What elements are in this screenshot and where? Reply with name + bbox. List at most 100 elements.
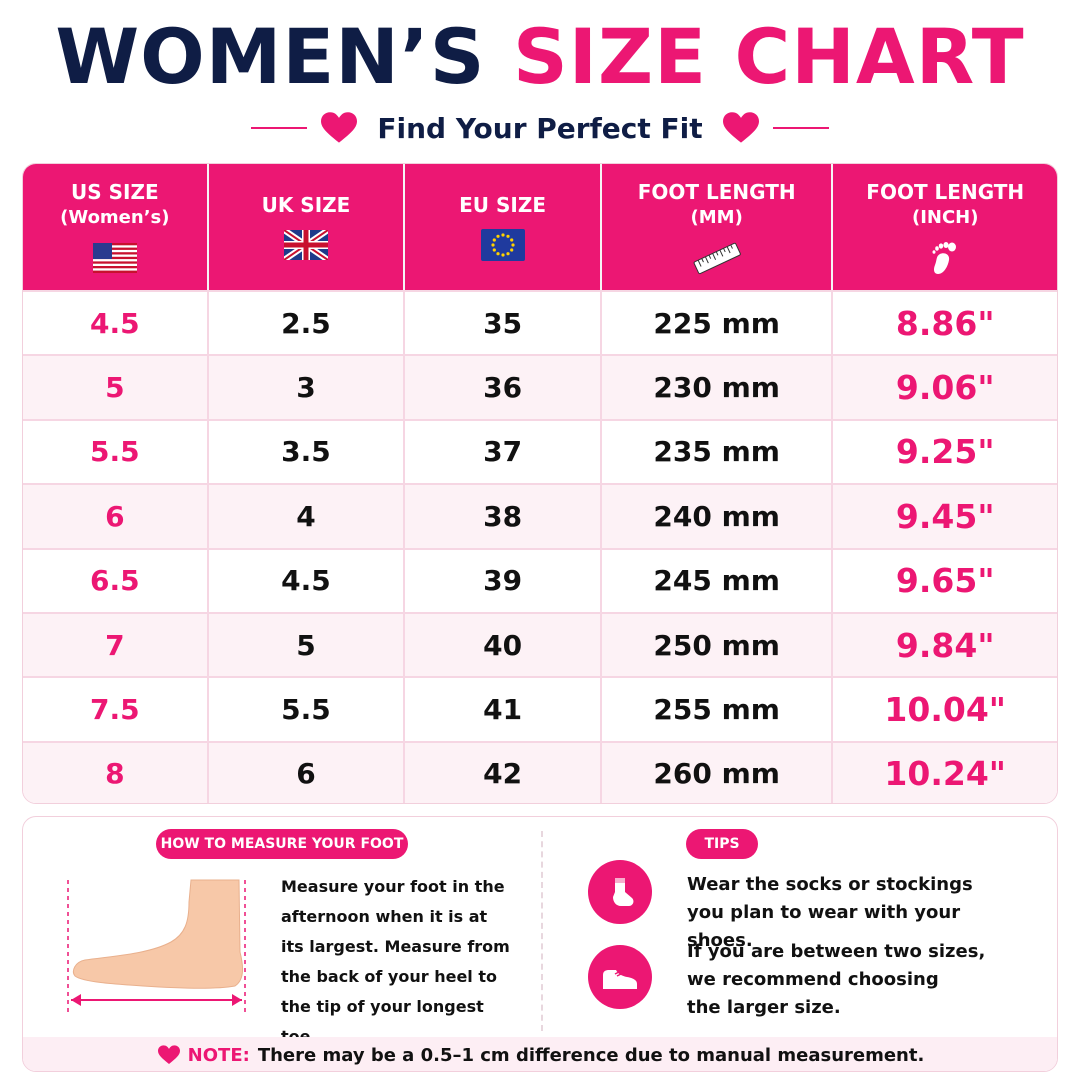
uk-size-cell: 5.5 [209, 678, 406, 741]
table-row: 4.5 2.5 35 225 mm 8.86" [23, 290, 1057, 355]
tip-line: we recommend choosing [687, 969, 939, 990]
foot-measure-illustration [67, 879, 246, 1012]
us-size-cell: 4.5 [23, 292, 209, 355]
uk-size-cell: 4 [209, 485, 406, 548]
table-row: 5 3 36 230 mm 9.06" [23, 354, 1057, 419]
table-row: 8 6 42 260 mm 10.24" [23, 740, 1057, 803]
tip-2-text: If you are between two sizes, we recomme… [687, 938, 1027, 1022]
uk-size-cell: 4.5 [209, 549, 406, 612]
how-to-measure-badge: HOW TO MEASURE YOUR FOOT [156, 829, 408, 859]
table-header: US SIZE (Women’s) UK SIZE [23, 164, 1057, 290]
eu-size-cell: 39 [405, 549, 602, 612]
page-title: WOMEN’S SIZE CHART [0, 12, 1080, 102]
tip-1-text: Wear the socks or stockings you plan to … [687, 871, 1027, 955]
sock-icon [588, 860, 652, 924]
foot-inch-cell: 9.45" [895, 496, 995, 536]
eu-size-cell: 37 [405, 420, 602, 484]
foot-inch-cell: 9.06" [895, 368, 995, 408]
us-flag-icon [92, 241, 137, 275]
us-size-cell: 6 [23, 485, 209, 548]
foot-inch-cell: 9.84" [895, 625, 995, 665]
subtitle-text: Find Your Perfect Fit [377, 111, 703, 145]
note-bar: NOTE: There may be a 0.5–1 cm difference… [23, 1037, 1057, 1071]
foot-mm-cell: 245 mm [602, 549, 834, 612]
how-to-line: afternoon when it is at [281, 907, 488, 926]
uk-size-cell: 2.5 [209, 292, 406, 355]
header-sublabel: (INCH) [911, 207, 979, 228]
foot-inch-cell: 9.25" [895, 432, 995, 472]
heart-icon [722, 112, 759, 143]
table-row: 6 4 38 240 mm 9.45" [23, 483, 1057, 548]
us-size-cell: 6.5 [23, 549, 209, 612]
us-size-cell: 7 [23, 613, 209, 677]
uk-size-cell: 3 [209, 356, 406, 419]
header-foot-length-mm: FOOT LENGTH (MM) [602, 164, 834, 290]
tip-line: Wear the socks or stockings [687, 874, 973, 895]
table-body: 4.5 2.5 35 225 mm 8.86" 5 3 36 230 mm 9.… [23, 290, 1057, 803]
header-label: US SIZE [71, 180, 159, 204]
foot-mm-cell: 260 mm [602, 742, 834, 803]
tip-line: the larger size. [687, 997, 841, 1018]
foot-mm-cell: 255 mm [602, 678, 834, 741]
how-to-line: its largest. Measure from [281, 937, 510, 956]
header-foot-length-inch: FOOT LENGTH (INCH) [833, 164, 1057, 290]
us-size-cell: 8 [23, 742, 209, 803]
uk-size-cell: 3.5 [209, 420, 406, 484]
foot-inch-cell: 8.86" [895, 303, 995, 343]
eu-size-cell: 38 [405, 485, 602, 548]
header-sublabel: (Women’s) [60, 207, 170, 228]
footprint-icon [930, 241, 960, 275]
header-uk-size: UK SIZE [209, 164, 406, 290]
table-row: 5.5 3.5 37 235 mm 9.25" [23, 418, 1057, 484]
eu-size-cell: 36 [405, 356, 602, 419]
ruler-icon [692, 241, 742, 275]
table-row: 7 5 40 250 mm 9.84" [23, 611, 1057, 677]
eu-size-cell: 41 [405, 678, 602, 741]
foot-inch-cell: 9.65" [895, 561, 995, 601]
table-row: 6.5 4.5 39 245 mm 9.65" [23, 547, 1057, 612]
subtitle-line-right [772, 127, 829, 129]
foot-inch-cell: 10.04" [884, 689, 1006, 729]
eu-size-cell: 42 [405, 742, 602, 803]
us-size-cell: 5 [23, 356, 209, 419]
header-label: FOOT LENGTH [866, 180, 1025, 204]
panel-divider [541, 831, 543, 1031]
subtitle: Find Your Perfect Fit [0, 106, 1080, 150]
tips-badge: TIPS [686, 829, 758, 859]
uk-size-cell: 6 [209, 742, 406, 803]
foot-mm-cell: 230 mm [602, 356, 834, 419]
size-table: US SIZE (Women’s) UK SIZE [22, 163, 1058, 804]
title-part-2: SIZE CHART [513, 12, 1025, 101]
how-to-line: Measure your foot in the [281, 877, 505, 896]
heart-icon [321, 112, 358, 143]
info-panel: HOW TO MEASURE YOUR FOOT Measure your fo… [22, 816, 1058, 1072]
header-label: FOOT LENGTH [637, 180, 796, 204]
header-eu-size: EU SIZE [405, 164, 602, 290]
us-size-cell: 7.5 [23, 678, 209, 741]
header-us-size: US SIZE (Women’s) [23, 164, 209, 290]
uk-flag-icon [283, 228, 328, 262]
header-sublabel: (MM) [690, 207, 743, 228]
us-size-cell: 5.5 [23, 420, 209, 484]
eu-size-cell: 35 [405, 292, 602, 355]
subtitle-line-left [251, 127, 308, 129]
note-text: There may be a 0.5–1 cm difference due t… [257, 1044, 925, 1066]
eu-size-cell: 40 [405, 613, 602, 677]
shoe-icon [588, 945, 652, 1009]
foot-mm-cell: 225 mm [602, 292, 834, 355]
eu-flag-icon [480, 228, 525, 262]
title-part-1: WOMEN’S [55, 12, 486, 101]
how-to-measure-text: Measure your foot in the afternoon when … [281, 872, 521, 1052]
foot-mm-cell: 235 mm [602, 420, 834, 484]
header-label: UK SIZE [261, 193, 351, 217]
foot-mm-cell: 240 mm [602, 485, 834, 548]
tip-line: you plan to wear with your shoes. [687, 902, 961, 951]
uk-size-cell: 5 [209, 613, 406, 677]
foot-inch-cell: 10.24" [884, 754, 1006, 794]
how-to-line: the back of your heel to [281, 967, 497, 986]
header-label: EU SIZE [459, 193, 547, 217]
tip-line: If you are between two sizes, [687, 941, 986, 962]
table-row: 7.5 5.5 41 255 mm 10.04" [23, 676, 1057, 741]
heart-icon [157, 1045, 180, 1064]
note-label: NOTE: [187, 1044, 250, 1066]
